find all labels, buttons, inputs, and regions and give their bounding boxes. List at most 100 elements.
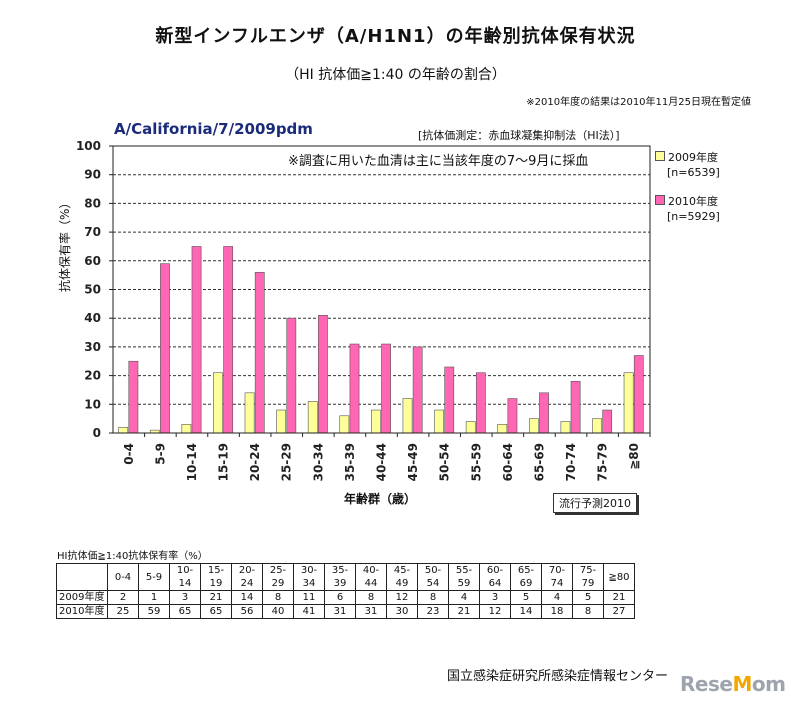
source-credit: 国立感染症研究所感染症情報センター (447, 669, 669, 684)
x-tick-label: 10-14 (185, 443, 199, 481)
x-tick-label: ≧80 (627, 443, 641, 470)
sample-note: ※調査に用いた血清は主に当該年度の7～9月に採血 (288, 154, 589, 169)
legend-label-2010: 2010年度 (668, 195, 718, 208)
provisional-note: ※2010年度の結果は2010年11月25日現在暫定値 (526, 97, 751, 108)
table-cell: 59 (138, 604, 170, 619)
bar-2009 (560, 421, 571, 434)
y-tick-label: 30 (84, 340, 101, 354)
table-row-label: 2010年度 (56, 604, 108, 619)
bar-2009 (307, 401, 318, 434)
table-cell: 27 (603, 604, 635, 619)
bar-2010 (475, 372, 486, 434)
table-header-cell: 0-4 (107, 563, 139, 591)
table-cell: 25 (107, 604, 139, 619)
bar-2010 (286, 317, 297, 434)
table-row: 2010年度 25 59 65 65 56 40 41 31 31 30 23 21 12 14 18 8 27 (56, 604, 635, 619)
y-tick-label: 70 (84, 225, 101, 239)
chart-legend: 2009年度 [n=6539] 2010年度 [n=5929] (655, 150, 765, 224)
table-header-row: 0-4 5-9 10-14 15-19 20-24 25-29 30-34 35-39 40-4… (56, 563, 635, 591)
table-corner-cell (56, 563, 108, 591)
y-tick-label: 0 (93, 426, 101, 440)
resemom-logo: ReseMom (680, 672, 786, 696)
bar-2010 (191, 246, 202, 434)
x-tick-label: 0-4 (122, 443, 136, 465)
bar-chart: 0 10 20 30 40 50 60 70 80 90 100 0-4 5-9 10-14 15-19 20… (76, 139, 651, 481)
bar-2010 (570, 381, 581, 434)
x-tick-label: 25-29 (280, 443, 294, 481)
brand-suffix: om (751, 672, 786, 696)
bar-2010 (412, 346, 423, 434)
bar-2010 (254, 271, 265, 434)
table-cell: 3 (169, 590, 201, 605)
table-cell: 8 (417, 590, 449, 605)
table-cell: 65 (200, 604, 232, 619)
table-cell: 21 (448, 604, 480, 619)
table-header-cell: 5-9 (138, 563, 170, 591)
x-tick-label: 35-39 (343, 443, 357, 481)
bar-2009 (497, 424, 508, 434)
table-row-label: 2009年度 (56, 590, 108, 605)
table-header-cell: 35-39 (324, 563, 356, 591)
table-cell: 5 (510, 590, 542, 605)
y-tick-label: 50 (84, 283, 101, 297)
legend-n-2010: [n=5929] (667, 210, 720, 223)
x-axis-label: 年齢群（歳） (343, 492, 416, 506)
forecast-stamp: 流行予測2010 (553, 493, 637, 513)
bar-2010 (223, 246, 234, 434)
table-title: HI抗体価≧1:40抗体保有率（%） (57, 551, 208, 562)
bar-2009 (434, 409, 444, 434)
bar-2009 (528, 418, 539, 434)
bar-2009 (623, 372, 634, 434)
table-cell: 3 (479, 590, 511, 605)
legend-n-2009: [n=6539] (667, 166, 720, 179)
table-header-cell: 25-29 (262, 563, 294, 591)
table-cell: 8 (262, 590, 294, 605)
table-cell: 8 (355, 590, 387, 605)
table-cell: 12 (386, 590, 418, 605)
bar-2010 (318, 315, 328, 434)
table-cell: 14 (510, 604, 542, 619)
page-title: 新型インフルエンザ（A/H1N1）の年齢別抗体保有状況 (155, 26, 636, 47)
x-tick-label: 70-74 (564, 443, 578, 481)
table-cell: 18 (541, 604, 573, 619)
legend-item-2009: 2009年度 (655, 150, 765, 165)
table-header-cell: 30-34 (293, 563, 325, 591)
table-header-cell: 60-64 (479, 563, 511, 591)
table-cell: 4 (541, 590, 573, 605)
table-row: 2009年度 2 1 3 21 14 8 11 6 8 12 8 4 3 5 4 5 21 (56, 590, 635, 605)
bar-2009 (244, 392, 255, 434)
bar-2009 (276, 409, 287, 434)
table-cell: 11 (293, 590, 325, 605)
table-cell: 12 (479, 604, 511, 619)
x-tick-label: 75-79 (596, 443, 610, 481)
bar-2009 (371, 409, 381, 434)
table-header-cell: 45-49 (386, 563, 418, 591)
x-tick-label: 65-69 (532, 443, 546, 481)
table-header-cell: 75-79 (572, 563, 604, 591)
table-cell: 65 (169, 604, 201, 619)
bar-2009 (402, 398, 413, 434)
bar-2009 (592, 418, 602, 434)
y-tick-label: 10 (84, 397, 101, 411)
table-cell: 14 (231, 590, 263, 605)
page-subtitle: （HI 抗体価≧1:40 の年齢の割合） (285, 67, 506, 83)
y-tick-label: 80 (84, 196, 101, 210)
method-label: [抗体価測定：赤血球凝集抑制法（HI法）] (418, 129, 620, 142)
bar-2010 (539, 392, 549, 434)
table-header-cell: 70-74 (541, 563, 573, 591)
x-tick-label: 55-59 (469, 443, 483, 481)
x-tick-label: 60-64 (501, 443, 515, 481)
table-header-cell: 10-14 (169, 563, 201, 591)
bar-2010 (444, 366, 455, 434)
brand-prefix: Rese (680, 672, 733, 696)
bar-2009 (181, 424, 192, 434)
table-header-cell: 50-54 (417, 563, 449, 591)
table-cell: 31 (324, 604, 356, 619)
table-cell: 6 (324, 590, 356, 605)
table-cell: 40 (262, 604, 294, 619)
brand-dot: M (732, 672, 752, 696)
bar-2010 (602, 409, 613, 434)
bar-2009 (339, 415, 350, 434)
y-tick-label: 100 (76, 139, 101, 153)
y-tick-label: 40 (84, 311, 101, 325)
